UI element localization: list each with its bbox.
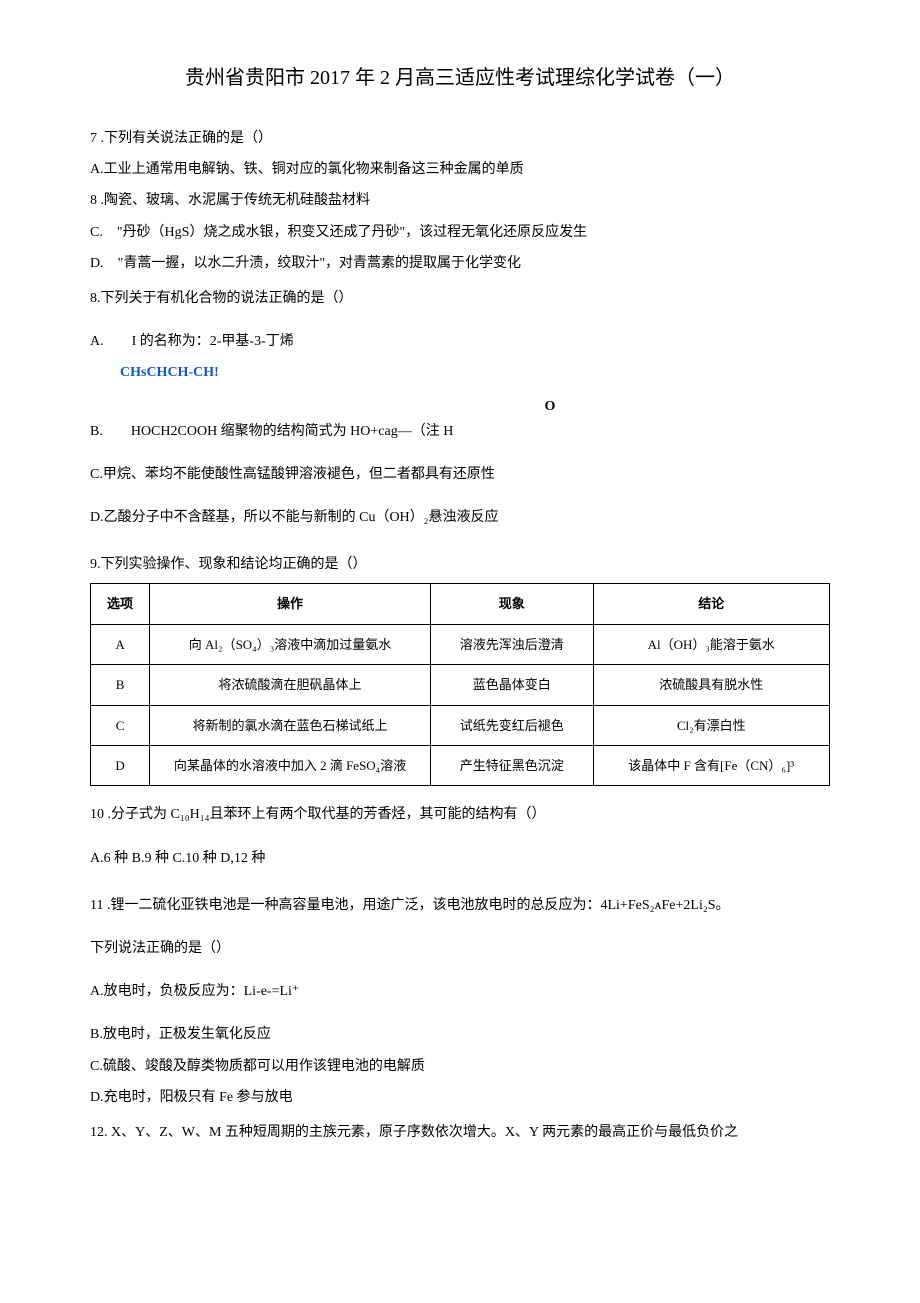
q8-o-symbol: O [270,394,830,419]
question-12: 12. X、Y、Z、W、M 五种短周期的主族元素，原子序数依次增大。X、Y 两元… [90,1120,830,1145]
cell: 产生特征黑色沉淀 [430,746,593,786]
cell: Al（OH）₃能溶于氨水 [593,624,830,664]
cell: 试纸先变红后褪色 [430,705,593,745]
q7-stem: 7 .下列有关说法正确的是（） [90,126,830,151]
q11-sub: 下列说法正确的是（） [90,936,830,961]
q7-option-d: D. "青蒿一握，以水二升渍，绞取汁"，对青蒿素的提取属于化学变化 [90,251,830,276]
question-10: 10 .分子式为 C₁₀H₁₄且苯环上有两个取代基的芳香烃，其可能的结构有（） … [90,802,830,870]
exam-title: 贵州省贵阳市 2017 年 2 月高三适应性考试理综化学试卷（一） [90,60,830,96]
table-row: C 将新制的氯水滴在蓝色石梯试纸上 试纸先变红后褪色 Cl₂有漂白性 [91,705,830,745]
q8-option-b: B. HOCH2COOH 缩聚物的结构简式为 HO+cag—（注 H [90,419,830,444]
q8-option-c: C.甲烷、苯均不能使酸性高锰酸钾溶液褪色，但二者都具有还原性 [90,462,830,487]
question-7: 7 .下列有关说法正确的是（） A.工业上通常用电解钠、铁、铜对应的氯化物来制备… [90,126,830,276]
q7-option-a: A.工业上通常用电解钠、铁、铜对应的氯化物来制备这三种金属的单质 [90,157,830,182]
question-9: 9.下列实验操作、现象和结论均正确的是（） 选项 操作 现象 结论 A 向 Al… [90,552,830,786]
th-conclusion: 结论 [593,584,830,624]
cell: 将浓硫酸滴在胆矾晶体上 [150,665,431,705]
q11-option-d: D.充电时，阳极只有 Fe 参与放电 [90,1085,830,1110]
table-row: D 向某晶体的水溶液中加入 2 滴 FeSO₄溶液 产生特征黑色沉淀 该晶体中 … [91,746,830,786]
q8-stem: 8.下列关于有机化合物的说法正确的是（） [90,286,830,311]
q7-option-b: 8 .陶瓷、玻璃、水泥属于传统无机硅酸盐材料 [90,188,830,213]
q11-option-a: A.放电时，负极反应为：Li-e-=Li⁺ [90,979,830,1004]
cell: 向某晶体的水溶液中加入 2 滴 FeSO₄溶液 [150,746,431,786]
cell: 浓硫酸具有脱水性 [593,665,830,705]
question-11: 11 .锂一二硫化亚铁电池是一种高容量电池，用途广泛，该电池放电时的总反应为：4… [90,893,830,1110]
q11-stem: 11 .锂一二硫化亚铁电池是一种高容量电池，用途广泛，该电池放电时的总反应为：4… [90,893,830,918]
q8-chem-formula: CHsCHCH-CH! [90,360,830,385]
q7-option-c: C. "丹砂（HgS）烧之成水银，积变又还成了丹砂"，该过程无氧化还原反应发生 [90,220,830,245]
th-operation: 操作 [150,584,431,624]
cell: 溶液先浑浊后澄清 [430,624,593,664]
cell: C [91,705,150,745]
table-header-row: 选项 操作 现象 结论 [91,584,830,624]
q11-option-c: C.硫酸、竣酸及醇类物质都可以用作该锂电池的电解质 [90,1054,830,1079]
cell: Cl₂有漂白性 [593,705,830,745]
q12-stem: 12. X、Y、Z、W、M 五种短周期的主族元素，原子序数依次增大。X、Y 两元… [90,1120,830,1145]
question-8: 8.下列关于有机化合物的说法正确的是（） A. I 的名称为：2-甲基-3-丁烯… [90,286,830,530]
q8-option-d: D.乙酸分子中不含醛基，所以不能与新制的 Cu（OH）₂悬浊液反应 [90,505,830,530]
q10-stem: 10 .分子式为 C₁₀H₁₄且苯环上有两个取代基的芳香烃，其可能的结构有（） [90,802,830,827]
q8-option-a-prefix: A. I 的名称为：2-甲基-3-丁烯 [90,329,830,354]
cell: 该晶体中 F 含有[Fe（CN）₆]³ [593,746,830,786]
th-option: 选项 [91,584,150,624]
table-row: B 将浓硫酸滴在胆矾晶体上 蓝色晶体变白 浓硫酸具有脱水性 [91,665,830,705]
th-phenomenon: 现象 [430,584,593,624]
cell: 向 Al₂（SO₄）₃溶液中滴加过量氨水 [150,624,431,664]
cell: A [91,624,150,664]
table-row: A 向 Al₂（SO₄）₃溶液中滴加过量氨水 溶液先浑浊后澄清 Al（OH）₃能… [91,624,830,664]
q9-table: 选项 操作 现象 结论 A 向 Al₂（SO₄）₃溶液中滴加过量氨水 溶液先浑浊… [90,583,830,786]
cell: 将新制的氯水滴在蓝色石梯试纸上 [150,705,431,745]
q11-option-b: B.放电时，正极发生氧化反应 [90,1022,830,1047]
q10-options: A.6 种 B.9 种 C.10 种 D,12 种 [90,846,830,871]
cell: B [91,665,150,705]
cell: D [91,746,150,786]
q9-stem: 9.下列实验操作、现象和结论均正确的是（） [90,552,830,577]
cell: 蓝色晶体变白 [430,665,593,705]
